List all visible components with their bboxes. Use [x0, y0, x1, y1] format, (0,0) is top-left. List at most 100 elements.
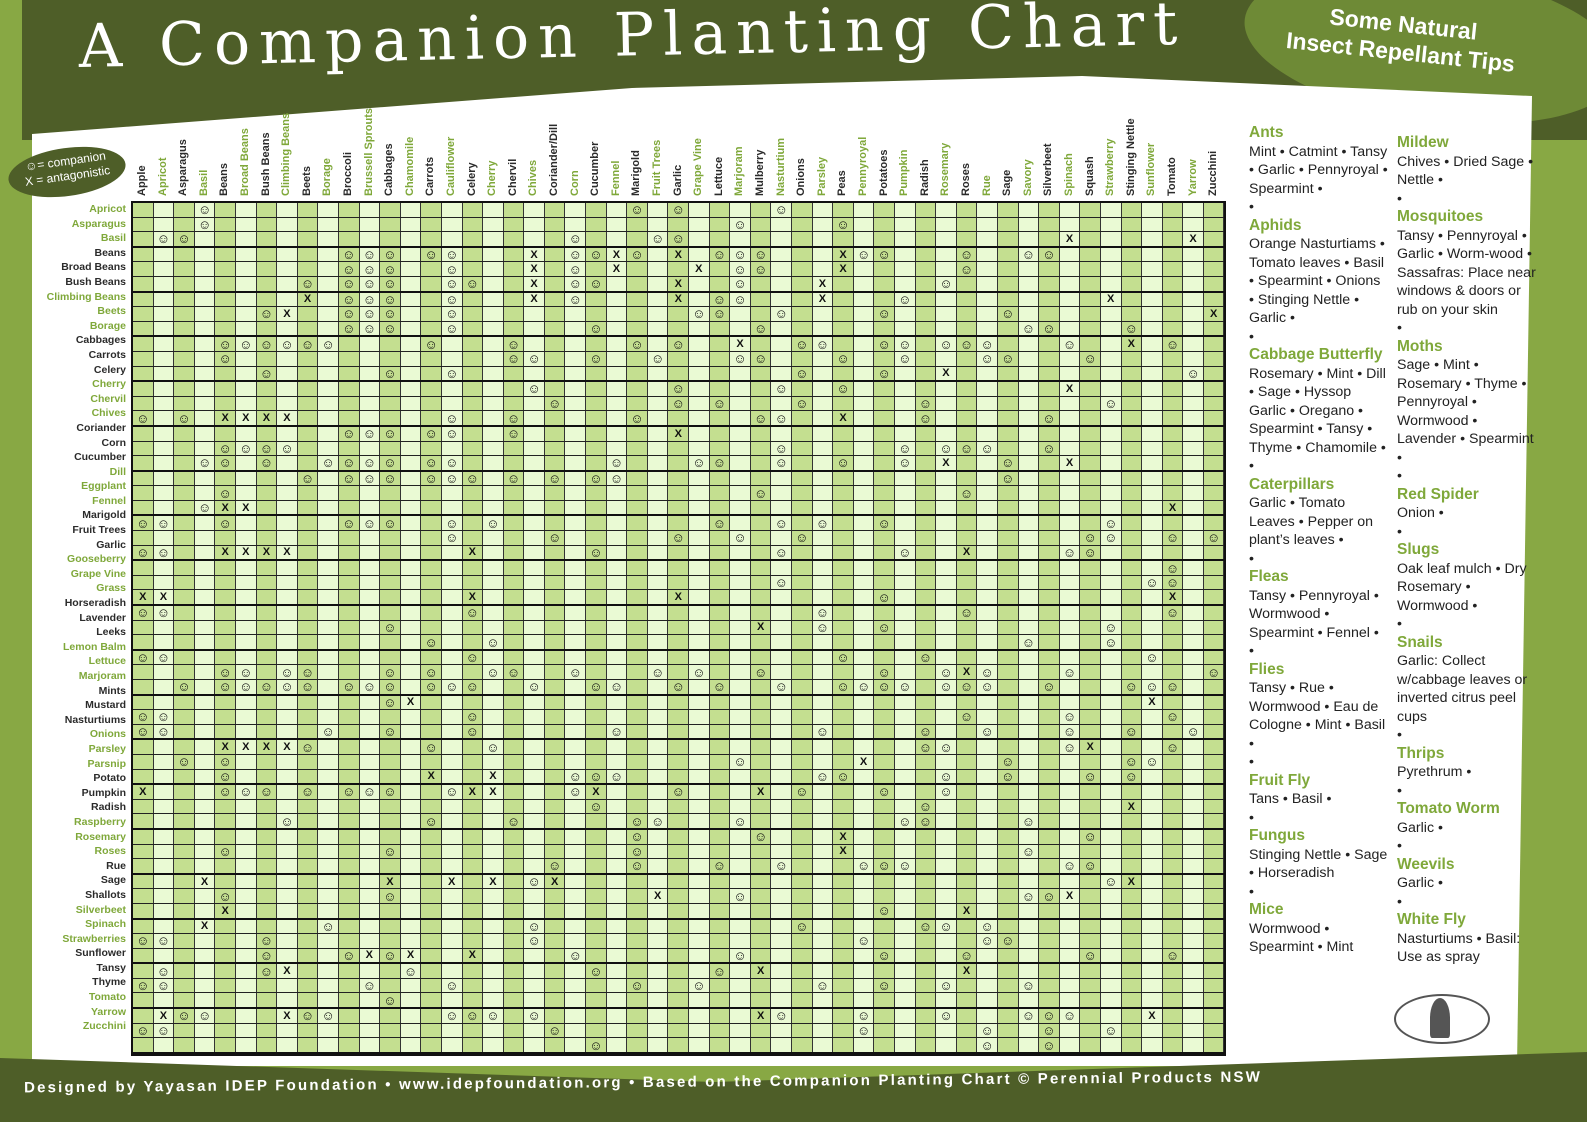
grid-cell: [606, 978, 628, 993]
grid-cell: [689, 919, 710, 934]
companion-icon: ☺: [771, 545, 792, 560]
grid-cell: [174, 382, 195, 396]
grid-cell: [277, 456, 298, 470]
antagonistic-icon: X: [833, 262, 854, 276]
row-label: Fruit Trees: [72, 524, 126, 537]
companion-icon: ☺: [833, 650, 854, 665]
grid-cell: [709, 978, 731, 993]
grid-cell: [792, 948, 813, 963]
grid-cell: [1183, 411, 1204, 425]
grid-cell: [997, 366, 1019, 381]
companion-icon: ☺: [894, 351, 916, 366]
grid-cell: [606, 964, 628, 978]
grid-cell: [1039, 769, 1060, 784]
grid-cell: [833, 321, 854, 336]
grid-cell: [524, 964, 545, 978]
idep-logo-eye: [1394, 994, 1490, 1044]
row-label: Parsnip: [87, 757, 126, 770]
companion-icon: ☺: [1039, 889, 1060, 904]
row-label: Basil: [100, 232, 126, 245]
grid-cell: [833, 203, 854, 217]
grid-cell: [215, 247, 236, 262]
grid-cell: [956, 351, 978, 366]
grid-cell: [853, 695, 875, 710]
companion-icon: ☺: [668, 381, 690, 396]
row-label: Nasturtiums: [64, 713, 126, 726]
grid-cell: [483, 695, 504, 710]
grid-cell: [318, 799, 339, 814]
grid-cell: [441, 441, 463, 456]
grid-cell: [483, 948, 504, 963]
grid-cell: [915, 665, 937, 679]
grid-cell: [792, 964, 813, 978]
grid-cell: [215, 396, 236, 411]
companion-icon: ☺: [997, 769, 1019, 784]
grid-cell: [256, 695, 278, 710]
grid-cell: [1142, 276, 1163, 291]
grid-cell: [894, 247, 916, 262]
grid-cell: [1059, 292, 1081, 307]
grid-cell: [194, 561, 216, 575]
grid-cell: [853, 829, 875, 844]
grid-cell: [565, 203, 587, 217]
grid-cell: [1018, 740, 1040, 754]
grid-cell: [277, 516, 298, 531]
bullet-separator: •: [1397, 468, 1402, 484]
grid-cell: [1162, 844, 1184, 859]
grid-cell: [133, 247, 154, 262]
grid-cell: [709, 561, 731, 575]
grid-cell: [1162, 366, 1184, 381]
table-row: X X X X ☺ X: [133, 590, 1225, 607]
antagonistic-icon: X: [194, 874, 216, 889]
grid-cell: [565, 859, 587, 873]
grid-cell: [997, 964, 1019, 978]
grid-cell: [833, 903, 854, 918]
grid-cell: [318, 710, 339, 724]
companion-icon: ☺: [215, 441, 236, 456]
table-row: ☺ ☺ ☺: [133, 217, 1225, 233]
companion-icon: ☺: [647, 665, 669, 680]
grid-cell: [894, 844, 916, 859]
row-label: Broad Beans: [61, 261, 126, 274]
grid-cell: [750, 545, 772, 560]
grid-cell: [174, 203, 195, 217]
grid-cell: [997, 575, 1019, 590]
companion-icon: ☺: [750, 321, 772, 336]
grid-cell: [997, 874, 1019, 889]
row-label: Corn: [101, 436, 127, 449]
grid-cell: [792, 516, 813, 531]
grid-cell: [1142, 307, 1163, 321]
grid-cell: [277, 993, 298, 1008]
table-row: ☺: [133, 561, 1225, 576]
grid-cell: [338, 531, 360, 545]
grid-cell: [338, 1038, 360, 1052]
antagonistic-icon: X: [853, 754, 875, 769]
grid-cell: [1080, 874, 1101, 889]
grid-cell: [318, 516, 339, 531]
grid-cell: [936, 516, 957, 531]
grid-cell: [462, 978, 484, 993]
tip-body: Tans • Basil •: [1249, 791, 1332, 807]
grid-cell: [441, 575, 463, 590]
grid-cell: [462, 814, 484, 828]
companion-icon: ☺: [936, 919, 957, 934]
grid-cell: [606, 934, 628, 948]
grid-cell: [730, 307, 751, 321]
grid-cell: [441, 217, 463, 232]
grid-cell: [1100, 471, 1122, 486]
grid-cell: [256, 769, 278, 784]
grid-cell: [1121, 486, 1143, 500]
grid-cell: [771, 948, 792, 963]
grid-cell: [956, 874, 978, 889]
grid-cell: [792, 382, 813, 396]
companion-icon: ☺: [936, 769, 957, 784]
grid-cell: [1203, 561, 1225, 575]
table-row: ☺ ☺ X X X X ☺ ☺ ☺ ☺ ☺ X ☺ ☺: [133, 411, 1225, 427]
companion-icon: ☺: [338, 306, 360, 321]
grid-cell: [853, 993, 875, 1008]
grid-cell: [709, 874, 731, 889]
grid-cell: [668, 695, 690, 710]
grid-cell: [462, 232, 484, 246]
grid-cell: [709, 411, 731, 425]
grid-cell: [750, 232, 772, 246]
